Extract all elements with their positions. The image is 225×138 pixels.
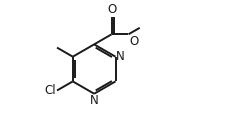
Text: O: O bbox=[128, 35, 138, 48]
Text: N: N bbox=[116, 50, 124, 63]
Text: N: N bbox=[89, 94, 98, 107]
Text: Cl: Cl bbox=[45, 84, 56, 97]
Text: O: O bbox=[106, 3, 116, 16]
